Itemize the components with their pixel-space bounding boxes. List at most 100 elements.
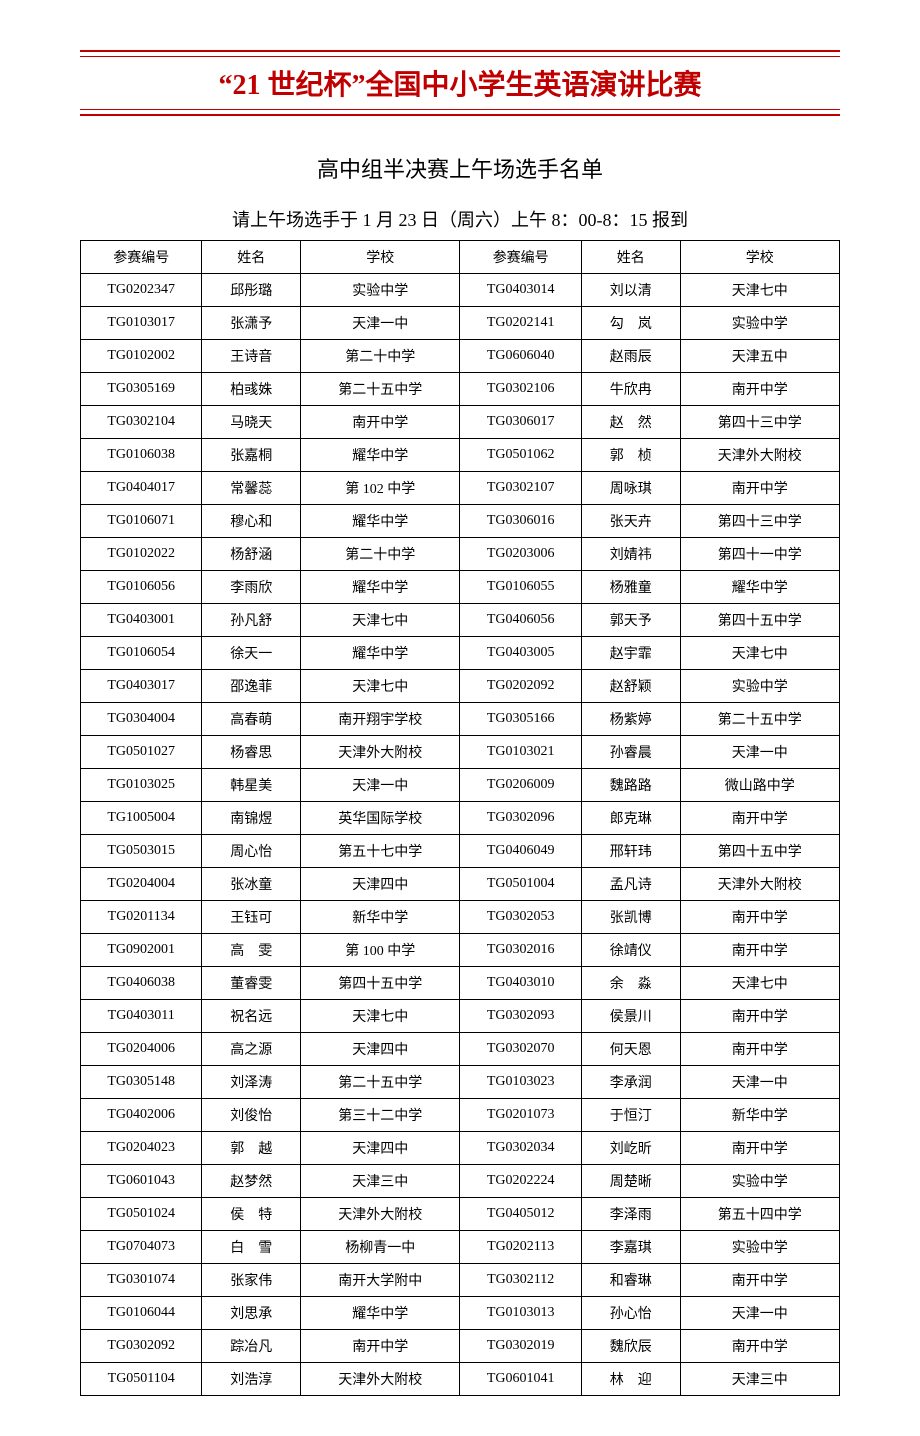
cell-school-left: 天津外大附校 [301,1363,460,1396]
cell-name-left: 郭 越 [202,1132,301,1165]
cell-name-right: 郭 桢 [581,439,680,472]
table-row: TG0106071穆心和耀华中学TG0306016张天卉第四十三中学 [81,505,840,538]
cell-name-left: 王诗音 [202,340,301,373]
page-title: “21 世纪杯”全国中小学生英语演讲比赛 [80,63,840,103]
cell-name-right: 于恒汀 [581,1099,680,1132]
cell-id-left: TG0106038 [81,439,202,472]
cell-name-left: 白 雪 [202,1231,301,1264]
cell-school-left: 第三十二中学 [301,1099,460,1132]
cell-name-right: 刘屹昕 [581,1132,680,1165]
table-row: TG0704073白 雪杨柳青一中TG0202113李嘉琪实验中学 [81,1231,840,1264]
table-row: TG0204006高之源天津四中TG0302070何天恩南开中学 [81,1033,840,1066]
table-row: TG0305169柏彧姝第二十五中学TG0302106牛欣冉南开中学 [81,373,840,406]
cell-id-right: TG0501004 [460,868,581,901]
contestants-table: 参赛编号 姓名 学校 参赛编号 姓名 学校 TG0202347邱彤璐实验中学TG… [80,240,840,1396]
cell-id-right: TG0302034 [460,1132,581,1165]
cell-id-left: TG0403017 [81,670,202,703]
cell-school-right: 南开中学 [680,1330,839,1363]
table-row: TG1005004南锦煜英华国际学校TG0302096郎克琳南开中学 [81,802,840,835]
table-row: TG0204004张冰童天津四中TG0501004孟凡诗天津外大附校 [81,868,840,901]
cell-school-left: 天津一中 [301,769,460,802]
cell-name-right: 林 迎 [581,1363,680,1396]
cell-id-left: TG0704073 [81,1231,202,1264]
cell-id-right: TG0302016 [460,934,581,967]
cell-id-right: TG0202224 [460,1165,581,1198]
cell-id-right: TG0302106 [460,373,581,406]
cell-school-left: 天津四中 [301,1033,460,1066]
cell-name-right: 张凯博 [581,901,680,934]
cell-id-right: TG0403014 [460,274,581,307]
cell-id-right: TG0403005 [460,637,581,670]
cell-id-right: TG0302107 [460,472,581,505]
table-row: TG0302092踪冶凡南开中学TG0302019魏欣辰南开中学 [81,1330,840,1363]
cell-school-right: 天津外大附校 [680,439,839,472]
table-body: TG0202347邱彤璐实验中学TG0403014刘以清天津七中TG010301… [81,274,840,1396]
cell-school-right: 天津一中 [680,736,839,769]
cell-school-left: 第二十五中学 [301,1066,460,1099]
table-row: TG0302104马晓天南开中学TG0306017赵 然第四十三中学 [81,406,840,439]
cell-name-right: 赵 然 [581,406,680,439]
cell-name-right: 刘以清 [581,274,680,307]
cell-id-right: TG0601041 [460,1363,581,1396]
cell-id-left: TG0302092 [81,1330,202,1363]
cell-name-right: 赵宇霏 [581,637,680,670]
cell-id-right: TG0302070 [460,1033,581,1066]
cell-id-left: TG0204023 [81,1132,202,1165]
cell-name-left: 柏彧姝 [202,373,301,406]
header-band: “21 世纪杯”全国中小学生英语演讲比赛 [80,50,840,116]
table-row: TG0503015周心怡第五十七中学TG0406049邢轩玮第四十五中学 [81,835,840,868]
cell-school-right: 南开中学 [680,934,839,967]
cell-school-right: 天津三中 [680,1363,839,1396]
cell-school-left: 南开大学附中 [301,1264,460,1297]
cell-id-right: TG0202113 [460,1231,581,1264]
cell-name-right: 周咏琪 [581,472,680,505]
cell-school-right: 天津七中 [680,274,839,307]
cell-id-right: TG0406049 [460,835,581,868]
table-row: TG0106054徐天一耀华中学TG0403005赵宇霏天津七中 [81,637,840,670]
cell-school-right: 南开中学 [680,1000,839,1033]
cell-name-left: 常馨蕊 [202,472,301,505]
cell-school-right: 第五十四中学 [680,1198,839,1231]
cell-name-right: 和睿琳 [581,1264,680,1297]
table-row: TG0301074张家伟南开大学附中TG0302112和睿琳南开中学 [81,1264,840,1297]
cell-school-left: 第二十中学 [301,538,460,571]
cell-name-right: 刘婧祎 [581,538,680,571]
cell-id-right: TG0103013 [460,1297,581,1330]
cell-id-right: TG0306016 [460,505,581,538]
cell-id-left: TG0202347 [81,274,202,307]
cell-id-left: TG0403001 [81,604,202,637]
cell-name-left: 刘泽涛 [202,1066,301,1099]
cell-name-right: 李嘉琪 [581,1231,680,1264]
cell-school-right: 第四十三中学 [680,406,839,439]
col-header-name-right: 姓名 [581,241,680,274]
cell-name-right: 赵雨辰 [581,340,680,373]
cell-id-right: TG0106055 [460,571,581,604]
cell-name-right: 孙心怡 [581,1297,680,1330]
cell-school-right: 天津一中 [680,1066,839,1099]
cell-id-right: TG0203006 [460,538,581,571]
cell-id-left: TG0902001 [81,934,202,967]
cell-name-left: 高之源 [202,1033,301,1066]
cell-school-left: 南开中学 [301,406,460,439]
cell-id-left: TG0501104 [81,1363,202,1396]
cell-id-left: TG0406038 [81,967,202,1000]
cell-name-right: 侯景川 [581,1000,680,1033]
cell-id-left: TG0204006 [81,1033,202,1066]
cell-id-right: TG0302019 [460,1330,581,1363]
cell-school-left: 天津七中 [301,1000,460,1033]
cell-name-left: 张潇予 [202,307,301,340]
cell-school-left: 耀华中学 [301,571,460,604]
cell-name-right: 李泽雨 [581,1198,680,1231]
table-row: TG0103017张潇予天津一中TG0202141勾 岚实验中学 [81,307,840,340]
cell-school-left: 南开翔宇学校 [301,703,460,736]
cell-id-right: TG0606040 [460,340,581,373]
cell-name-left: 周心怡 [202,835,301,868]
cell-name-left: 邱彤璐 [202,274,301,307]
table-row: TG0501104刘浩淳天津外大附校TG0601041林 迎天津三中 [81,1363,840,1396]
cell-id-left: TG0501027 [81,736,202,769]
cell-id-right: TG0302096 [460,802,581,835]
cell-school-left: 第五十七中学 [301,835,460,868]
cell-id-left: TG0106071 [81,505,202,538]
cell-school-left: 耀华中学 [301,439,460,472]
cell-school-right: 天津七中 [680,637,839,670]
